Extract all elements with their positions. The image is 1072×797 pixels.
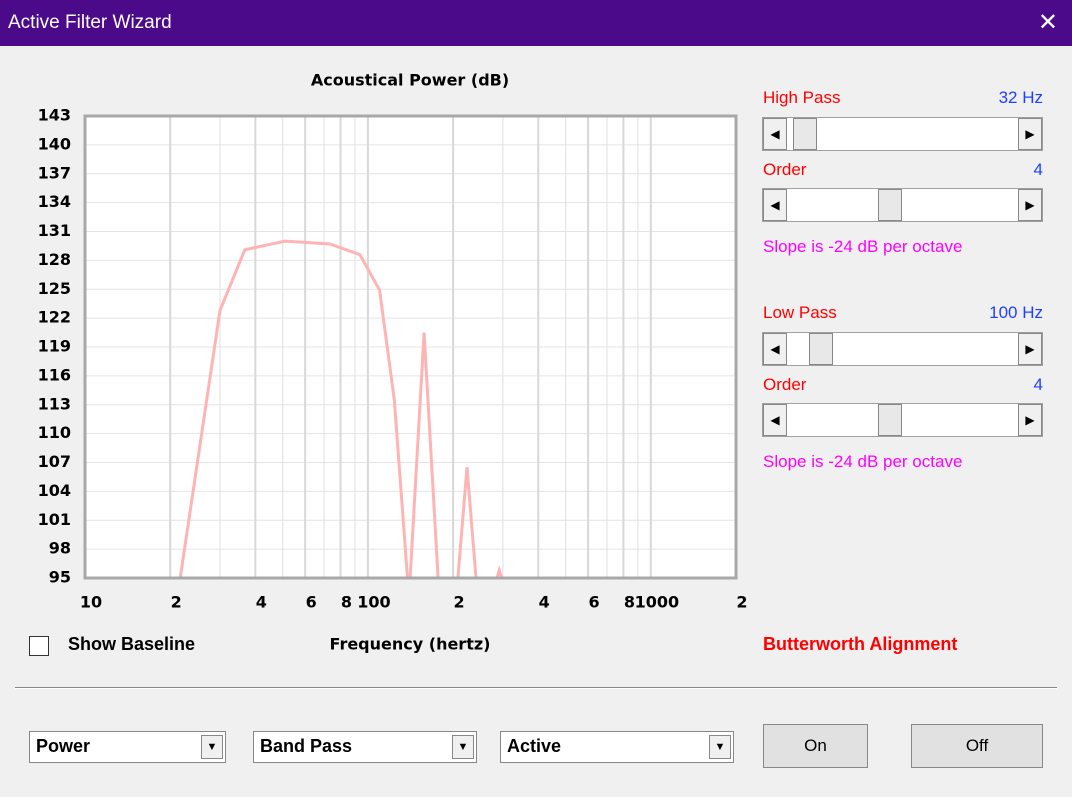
slider-thumb[interactable] bbox=[878, 189, 902, 221]
plot-border bbox=[83, 114, 738, 580]
dropdown[interactable]: Active ▼ bbox=[500, 731, 734, 763]
checkbox-label[interactable]: Show Baseline bbox=[68, 634, 196, 654]
x-tick-label: 6 bbox=[306, 593, 317, 612]
y-tick-label: 122 bbox=[38, 308, 71, 327]
scroll-right[interactable]: ▶ bbox=[1018, 118, 1042, 150]
y-tick-label: 143 bbox=[38, 106, 71, 125]
order-slider[interactable]: ◀ ▶ bbox=[762, 188, 1043, 222]
scroll-left[interactable]: ◀ bbox=[763, 404, 787, 436]
dropdown-value: Active bbox=[507, 736, 562, 756]
y-tick-label: 110 bbox=[38, 423, 71, 442]
low-pass-label: Low Pass bbox=[763, 303, 837, 322]
y-tick-label: 116 bbox=[38, 365, 71, 384]
order-label: Order bbox=[763, 375, 807, 394]
scroll-right[interactable]: ▶ bbox=[1018, 333, 1042, 365]
order-value: 4 bbox=[1033, 160, 1043, 179]
x-axis-label: Frequency (hertz) bbox=[330, 635, 491, 654]
slider-thumb[interactable] bbox=[878, 404, 902, 436]
y-tick-label: 131 bbox=[38, 221, 71, 240]
slider-thumb[interactable] bbox=[809, 333, 833, 365]
checkbox[interactable] bbox=[29, 636, 49, 656]
alignment-text: Butterworth Alignment bbox=[763, 634, 958, 654]
x-tick-label: 2 bbox=[736, 593, 747, 612]
x-tick-label: 4 bbox=[256, 593, 267, 612]
dropdown-arrow[interactable]: ▼ bbox=[452, 735, 474, 759]
slope-text: Slope is -24 dB per octave bbox=[763, 452, 963, 471]
curve bbox=[178, 239, 504, 580]
y-tick-label: 98 bbox=[49, 539, 71, 558]
dropdown-value: Band Pass bbox=[260, 736, 353, 756]
title-bar: Active Filter Wizard ✕ bbox=[0, 0, 1072, 46]
scroll-right[interactable]: ▶ bbox=[1018, 404, 1042, 436]
off-button[interactable]: Off bbox=[911, 724, 1043, 768]
order-slider[interactable]: ◀ ▶ bbox=[762, 403, 1043, 437]
slope-text: Slope is -24 dB per octave bbox=[763, 237, 963, 256]
dropdown[interactable]: Band Pass ▼ bbox=[253, 731, 477, 763]
x-tick-label: 4 bbox=[539, 593, 550, 612]
high-pass-label: High Pass bbox=[763, 88, 841, 107]
slider-thumb[interactable] bbox=[793, 118, 817, 150]
order-value: 4 bbox=[1033, 375, 1043, 394]
y-tick-label: 119 bbox=[38, 337, 71, 356]
dropdown-arrow[interactable]: ▼ bbox=[201, 735, 223, 759]
x-tick-label: 6 bbox=[588, 593, 599, 612]
scroll-right[interactable]: ▶ bbox=[1018, 189, 1042, 221]
low-pass-slider[interactable]: ◀ ▶ bbox=[762, 332, 1043, 366]
x-tick-label: 8 bbox=[624, 593, 635, 612]
y-tick-label: 137 bbox=[38, 163, 71, 182]
y-tick-label: 128 bbox=[38, 250, 71, 269]
separator bbox=[15, 687, 1057, 689]
y-tick-label: 125 bbox=[38, 279, 71, 298]
y-tick-label: 134 bbox=[38, 192, 71, 211]
x-tick-label: 10 bbox=[80, 593, 102, 612]
high-pass-value: 32 Hz bbox=[998, 88, 1043, 107]
y-tick-label: 107 bbox=[38, 452, 71, 471]
chart-title: Acoustical Power (dB) bbox=[311, 71, 509, 90]
y-tick-label: 101 bbox=[38, 510, 71, 529]
high-pass-slider[interactable]: ◀ ▶ bbox=[762, 117, 1043, 151]
y-tick-label: 140 bbox=[38, 134, 71, 153]
y-tick-label: 95 bbox=[49, 568, 71, 587]
x-tick-label: 100 bbox=[357, 593, 390, 612]
order-label: Order bbox=[763, 160, 807, 179]
x-tick-label: 2 bbox=[454, 593, 465, 612]
x-tick-label: 2 bbox=[171, 593, 182, 612]
x-tick-label: 1000 bbox=[635, 593, 680, 612]
x-tick-label: 8 bbox=[341, 593, 352, 612]
close-button[interactable]: ✕ bbox=[1037, 9, 1058, 36]
scroll-left[interactable]: ◀ bbox=[763, 189, 787, 221]
low-pass-value: 100 Hz bbox=[989, 303, 1043, 322]
dropdown-arrow[interactable]: ▼ bbox=[709, 735, 731, 759]
scroll-left[interactable]: ◀ bbox=[763, 333, 787, 365]
scroll-left[interactable]: ◀ bbox=[763, 118, 787, 150]
window-title: Active Filter Wizard bbox=[8, 12, 172, 33]
on-button[interactable]: On bbox=[763, 724, 868, 768]
chart: Acoustical Power (dB) Frequency (hertz) … bbox=[38, 71, 748, 654]
dropdown[interactable]: Power ▼ bbox=[29, 731, 226, 763]
y-tick-label: 113 bbox=[38, 394, 71, 413]
dropdown-value: Power bbox=[36, 736, 91, 756]
y-tick-label: 104 bbox=[38, 481, 71, 500]
